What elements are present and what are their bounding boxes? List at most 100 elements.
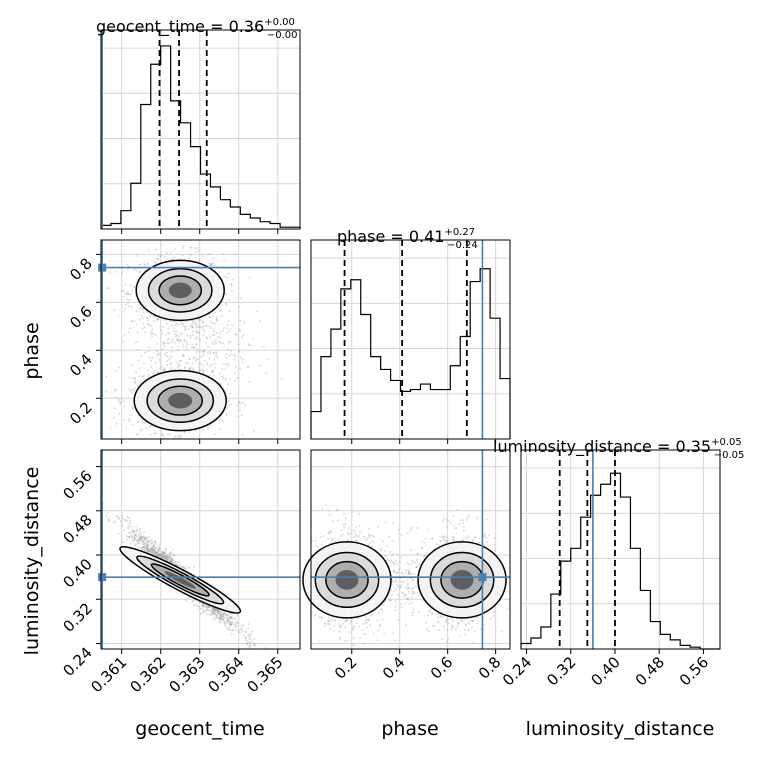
sample-point xyxy=(126,263,129,266)
sample-point xyxy=(172,330,175,333)
sample-point xyxy=(168,552,171,555)
sample-point xyxy=(250,639,253,642)
sample-point xyxy=(128,532,131,535)
sample-point xyxy=(240,627,243,630)
sample-point xyxy=(161,332,164,335)
sample-point xyxy=(172,553,175,556)
sample-point xyxy=(114,388,117,391)
sample-point xyxy=(239,329,242,332)
sample-point xyxy=(334,540,337,543)
sample-point xyxy=(104,375,107,378)
sample-point xyxy=(240,414,243,417)
sample-point xyxy=(146,317,149,319)
sample-point xyxy=(128,535,131,538)
sample-point xyxy=(329,628,332,631)
sample-point xyxy=(134,387,136,390)
sample-point xyxy=(124,519,127,522)
sample-point xyxy=(194,247,197,250)
sample-point xyxy=(190,366,193,369)
sample-point xyxy=(203,350,206,352)
sample-point xyxy=(117,398,120,401)
sample-point xyxy=(167,327,170,330)
sample-point xyxy=(133,269,136,272)
sample-point xyxy=(254,644,256,647)
sample-point xyxy=(352,627,355,629)
sample-point xyxy=(131,531,134,534)
sample-point xyxy=(133,377,136,380)
sample-point xyxy=(220,610,223,613)
sample-point xyxy=(195,351,198,354)
sample-point xyxy=(217,612,220,615)
sample-point xyxy=(120,397,123,400)
sample-point xyxy=(219,619,222,622)
sample-point xyxy=(214,366,217,369)
sample-point xyxy=(130,320,133,323)
sample-point xyxy=(200,607,203,610)
sample-point xyxy=(107,287,110,290)
sample-point xyxy=(201,369,204,372)
sample-point xyxy=(221,611,224,613)
sample-point xyxy=(166,339,169,342)
sample-point xyxy=(148,346,151,349)
sample-point xyxy=(153,542,156,545)
sample-point xyxy=(180,339,183,342)
sample-point xyxy=(147,317,149,320)
sample-point xyxy=(134,538,137,541)
axes-frame xyxy=(310,239,511,440)
sample-point xyxy=(371,540,374,543)
sample-point xyxy=(338,623,341,626)
sample-point xyxy=(192,367,195,370)
sample-point xyxy=(121,541,124,544)
contour-level-3 xyxy=(168,392,193,409)
sample-point xyxy=(194,321,197,323)
sample-point xyxy=(188,358,191,361)
sample-point xyxy=(233,372,236,374)
sample-point xyxy=(135,539,138,542)
sample-point xyxy=(201,429,204,431)
sample-point xyxy=(377,526,380,529)
sample-point xyxy=(243,321,246,324)
sample-point xyxy=(143,543,146,546)
sample-point xyxy=(353,625,356,628)
sample-point xyxy=(117,532,120,535)
sample-point xyxy=(208,262,211,265)
sample-point xyxy=(153,545,156,548)
sample-point xyxy=(230,283,233,286)
sample-point xyxy=(153,540,156,543)
sample-point xyxy=(171,560,174,563)
sample-point xyxy=(123,295,125,298)
sample-point xyxy=(122,340,125,343)
sample-point xyxy=(232,354,235,357)
sample-point xyxy=(211,611,214,614)
sample-point xyxy=(136,254,139,257)
sample-point xyxy=(253,642,255,645)
sample-point xyxy=(143,536,146,539)
sample-point xyxy=(320,535,323,538)
sample-point xyxy=(208,606,211,609)
sample-point xyxy=(148,425,151,428)
sample-point xyxy=(171,553,174,556)
sample-point xyxy=(206,608,209,611)
sample-point xyxy=(342,513,345,516)
sample-point xyxy=(382,603,385,606)
sample-point xyxy=(228,626,231,629)
sample-point xyxy=(218,620,221,623)
sample-point xyxy=(150,549,153,552)
sample-point xyxy=(234,333,237,336)
sample-point xyxy=(191,326,194,328)
sample-point xyxy=(158,546,161,549)
sample-point xyxy=(214,354,217,357)
sample-point xyxy=(137,546,140,549)
sample-point xyxy=(240,297,243,299)
sample-point xyxy=(147,547,150,550)
sample-point xyxy=(227,299,230,302)
sample-point xyxy=(181,247,184,249)
sample-point xyxy=(166,355,169,358)
sample-point xyxy=(219,617,222,620)
sample-point xyxy=(256,310,258,313)
sample-point xyxy=(213,340,216,343)
sample-point xyxy=(149,359,152,362)
sample-point xyxy=(387,535,390,538)
sample-point xyxy=(206,361,209,364)
sample-point xyxy=(245,636,247,639)
